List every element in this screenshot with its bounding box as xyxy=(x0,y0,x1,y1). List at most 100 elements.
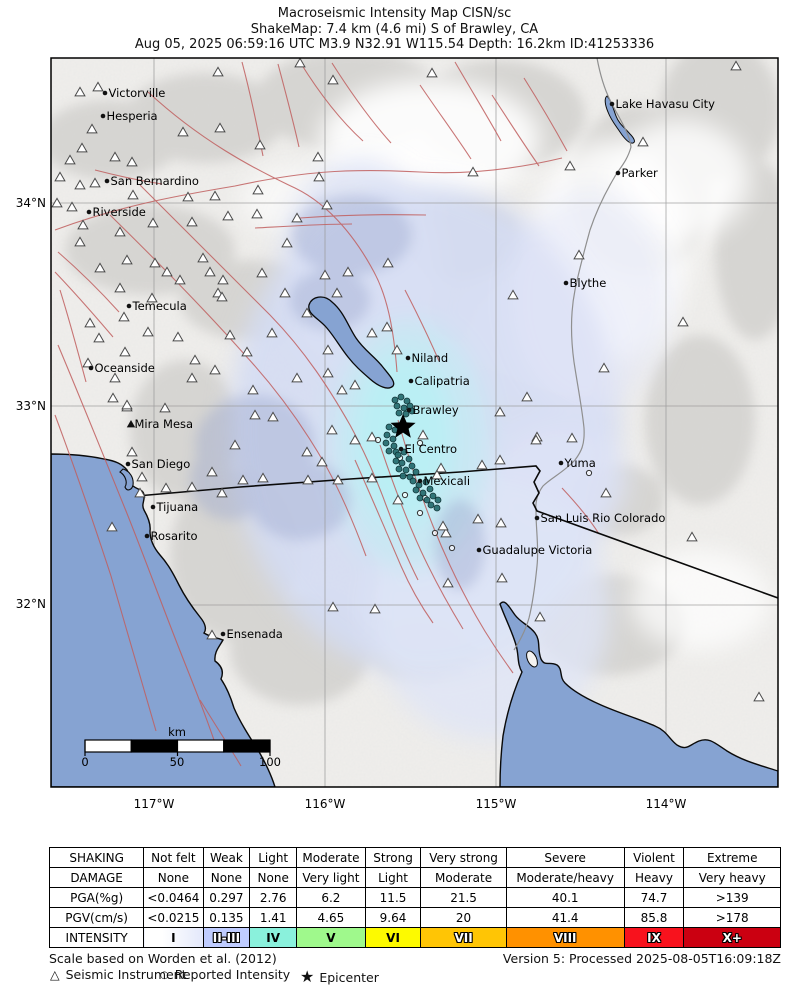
legend-row-damage: DAMAGE None None None Very light Light Moderat… xyxy=(48,867,781,888)
legend-cell: 0.135 xyxy=(202,907,251,928)
city-marker xyxy=(100,113,106,119)
city-marker xyxy=(88,365,94,371)
legend-row-label: PGA(%g) xyxy=(48,887,145,908)
symbol-legend: △ Seismic Instrument ○ Reported Intensity … xyxy=(0,967,789,987)
legend-cell: II-III xyxy=(202,927,251,948)
reported-intensity-legend: ○ Reported Intensity xyxy=(160,967,291,982)
legend-cell: Moderate xyxy=(420,867,507,888)
latitude-label: 32°N xyxy=(16,597,46,611)
event-details: Aug 05, 2025 06:59:16 UTC M3.9 N32.91 W1… xyxy=(134,37,655,52)
legend-cell: Very light xyxy=(296,867,366,888)
scale-bar-tick: 0 xyxy=(81,755,88,769)
station-cluster-icon xyxy=(393,402,401,410)
station-cluster-icon xyxy=(395,409,403,417)
station-cluster-icon xyxy=(433,504,441,512)
longitude-label: 114°W xyxy=(646,797,687,811)
footer-notes: Version 5: Processed 2025-08-05T16:09:18… xyxy=(49,951,781,966)
scale-bar-labels: km 0 50 100 xyxy=(81,725,281,769)
intensity-legend-table: SHAKING Not felt Weak Light Moderate Strong Ve… xyxy=(48,847,781,948)
city-labels-layer: Victorville Hesperia San Bernardino Riversi… xyxy=(86,86,715,641)
city-marker xyxy=(534,515,540,521)
station-cluster-icon xyxy=(395,465,403,473)
legend-cell: 6.2 xyxy=(296,887,366,908)
city-label: Hesperia xyxy=(107,109,158,123)
latitude-label: 34°N xyxy=(16,196,46,210)
scale-bar-unit: km xyxy=(168,725,186,739)
city-marker xyxy=(220,631,226,637)
version-text: Version 5: Processed 2025-08-05T16:09:18… xyxy=(502,951,781,966)
station-cluster-icon xyxy=(383,431,391,439)
legend-cell: 20 xyxy=(420,907,507,928)
city-marker xyxy=(408,378,414,384)
city-label: Tijuana xyxy=(156,500,199,514)
legend-cell: 40.1 xyxy=(505,887,625,908)
reported-intensity-icon xyxy=(416,439,424,447)
legend-cell: IV xyxy=(249,927,298,948)
scale-bar-tick: 100 xyxy=(259,755,281,769)
city-marker xyxy=(476,547,482,553)
city-marker xyxy=(558,460,564,466)
legend-cell: Not felt xyxy=(143,847,204,868)
colorado-river xyxy=(513,58,632,651)
legend-cell: 1.41 xyxy=(249,907,298,928)
city-label: Blythe xyxy=(570,276,607,290)
city-marker xyxy=(104,178,110,184)
city-marker xyxy=(126,420,136,428)
legend-row-pgag: PGA(%g) <0.0464 0.297 2.76 6.2 11.5 21.5 40.1 74… xyxy=(48,887,781,908)
station-cluster-icon xyxy=(412,468,420,476)
station-cluster-icon xyxy=(385,447,393,455)
legend-cell: None xyxy=(202,867,251,888)
station-cluster-icon xyxy=(399,472,407,480)
legend-cell: >139 xyxy=(683,887,781,908)
station-cluster-icon xyxy=(391,396,399,404)
station-cluster-icon xyxy=(416,494,424,502)
reported-intensity-icon xyxy=(431,529,439,537)
legend-cell: V xyxy=(296,927,366,948)
legend-cell: Light xyxy=(249,847,298,868)
legend-cell: 4.65 xyxy=(296,907,366,928)
station-cluster-icon xyxy=(392,457,400,465)
gulf-of-california xyxy=(499,601,778,787)
legend-cell: Strong xyxy=(364,847,422,868)
legend-row-label: INTENSITY xyxy=(48,927,145,948)
city-marker xyxy=(144,533,150,539)
city-label: San Bernardino xyxy=(111,174,199,188)
station-cluster-icon xyxy=(398,459,406,467)
station-cluster-icon xyxy=(397,393,405,401)
legend-cell: 41.4 xyxy=(505,907,625,928)
legend-row-intensity: INTENSITY I II-III IV V VI VII VIII IX X+ xyxy=(48,927,781,948)
city-marker xyxy=(86,209,92,215)
legend-cell: I xyxy=(143,927,204,948)
scale-bar-tick: 50 xyxy=(170,755,185,769)
city-label: Parker xyxy=(622,166,659,180)
city-label: San Luis Rio Colorado xyxy=(541,511,666,525)
san-diego-bay xyxy=(119,468,134,491)
station-cluster-icon xyxy=(400,404,408,412)
station-cluster-icon xyxy=(405,455,413,463)
city-label: San Diego xyxy=(132,457,191,471)
city-label: El Centro xyxy=(405,442,458,456)
station-cluster-icon xyxy=(385,423,393,431)
station-cluster-icon xyxy=(427,501,435,509)
legend-row-label: DAMAGE xyxy=(48,867,145,888)
legend-row-label: SHAKING xyxy=(48,847,145,868)
station-cluster-icon xyxy=(408,462,416,470)
axis-labels: 34°N 33°N 32°N 117°W 116°W 115°W 114°W xyxy=(16,196,687,811)
us-mexico-border xyxy=(136,465,778,599)
legend-cell: Violent xyxy=(623,847,685,868)
city-label: Calipatria xyxy=(415,374,470,388)
fault-lines xyxy=(54,61,600,767)
reported-intensity-icon xyxy=(448,544,456,552)
station-cluster-icon xyxy=(389,435,397,443)
station-cluster-icon xyxy=(403,397,411,405)
city-marker xyxy=(102,90,108,96)
station-cluster-icon xyxy=(409,477,417,485)
legend-cell: 11.5 xyxy=(364,887,422,908)
legend-row-pgvcms: PGV(cm/s) <0.0215 0.135 1.41 4.65 9.64 20 41.4 8… xyxy=(48,907,781,928)
city-label: Victorville xyxy=(109,86,166,100)
scale-bar xyxy=(84,739,271,756)
epicenter-legend: ★ Epicenter xyxy=(300,967,379,986)
map-canvas: Victorville Hesperia San Bernardino Riversi… xyxy=(51,58,778,787)
longitude-label: 117°W xyxy=(134,797,175,811)
